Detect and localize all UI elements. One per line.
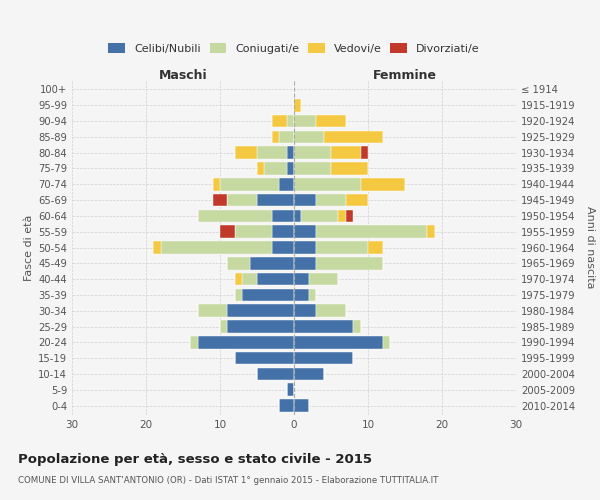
Bar bbox=[257, 273, 294, 285]
Bar bbox=[301, 210, 338, 222]
Bar bbox=[309, 273, 338, 285]
Bar bbox=[294, 399, 309, 412]
Bar bbox=[294, 320, 353, 333]
Text: Femmine: Femmine bbox=[373, 68, 437, 82]
Bar bbox=[220, 226, 235, 238]
Bar bbox=[272, 241, 294, 254]
Bar bbox=[294, 257, 316, 270]
Bar bbox=[272, 226, 294, 238]
Bar bbox=[294, 368, 323, 380]
Bar bbox=[235, 288, 242, 301]
Bar bbox=[316, 257, 383, 270]
Bar bbox=[272, 210, 294, 222]
Bar bbox=[198, 210, 272, 222]
Bar bbox=[346, 194, 368, 206]
Bar bbox=[294, 178, 361, 190]
Bar bbox=[227, 194, 257, 206]
Bar bbox=[279, 130, 294, 143]
Bar bbox=[316, 241, 368, 254]
Bar bbox=[279, 178, 294, 190]
Bar bbox=[287, 384, 294, 396]
Bar bbox=[294, 288, 309, 301]
Bar bbox=[220, 320, 227, 333]
Bar bbox=[161, 241, 272, 254]
Bar bbox=[316, 194, 346, 206]
Bar bbox=[427, 226, 434, 238]
Bar bbox=[323, 130, 383, 143]
Y-axis label: Fasce di età: Fasce di età bbox=[24, 214, 34, 280]
Bar bbox=[316, 226, 427, 238]
Bar bbox=[294, 130, 323, 143]
Bar bbox=[272, 130, 279, 143]
Text: Popolazione per età, sesso e stato civile - 2015: Popolazione per età, sesso e stato civil… bbox=[18, 452, 372, 466]
Bar bbox=[361, 178, 405, 190]
Bar bbox=[294, 115, 316, 128]
Bar bbox=[257, 194, 294, 206]
Bar bbox=[227, 320, 294, 333]
Bar bbox=[346, 210, 353, 222]
Bar bbox=[294, 162, 331, 175]
Bar bbox=[287, 146, 294, 159]
Bar bbox=[368, 241, 383, 254]
Bar bbox=[227, 304, 294, 317]
Bar bbox=[294, 241, 316, 254]
Bar bbox=[257, 146, 287, 159]
Bar bbox=[294, 146, 331, 159]
Y-axis label: Anni di nascita: Anni di nascita bbox=[585, 206, 595, 289]
Bar bbox=[383, 336, 390, 348]
Bar bbox=[190, 336, 198, 348]
Bar bbox=[331, 146, 361, 159]
Bar bbox=[257, 162, 265, 175]
Bar bbox=[257, 368, 294, 380]
Bar bbox=[294, 273, 309, 285]
Bar bbox=[220, 178, 279, 190]
Text: Maschi: Maschi bbox=[158, 68, 208, 82]
Bar bbox=[287, 115, 294, 128]
Bar bbox=[316, 304, 346, 317]
Bar bbox=[198, 304, 227, 317]
Bar bbox=[353, 320, 361, 333]
Bar bbox=[294, 226, 316, 238]
Bar bbox=[235, 273, 242, 285]
Bar bbox=[294, 99, 301, 112]
Bar bbox=[227, 257, 250, 270]
Bar bbox=[331, 162, 368, 175]
Bar bbox=[294, 304, 316, 317]
Bar bbox=[294, 352, 353, 364]
Bar bbox=[212, 178, 220, 190]
Bar bbox=[265, 162, 287, 175]
Bar bbox=[154, 241, 161, 254]
Bar bbox=[242, 288, 294, 301]
Bar bbox=[309, 288, 316, 301]
Bar bbox=[294, 210, 301, 222]
Bar bbox=[338, 210, 346, 222]
Bar bbox=[287, 162, 294, 175]
Bar bbox=[361, 146, 368, 159]
Text: COMUNE DI VILLA SANT'ANTONIO (OR) - Dati ISTAT 1° gennaio 2015 - Elaborazione TU: COMUNE DI VILLA SANT'ANTONIO (OR) - Dati… bbox=[18, 476, 439, 485]
Bar bbox=[316, 115, 346, 128]
Bar bbox=[235, 226, 272, 238]
Bar bbox=[272, 115, 287, 128]
Bar bbox=[250, 257, 294, 270]
Bar bbox=[235, 146, 257, 159]
Bar bbox=[198, 336, 294, 348]
Bar bbox=[242, 273, 257, 285]
Bar bbox=[279, 399, 294, 412]
Bar bbox=[294, 194, 316, 206]
Bar bbox=[294, 336, 383, 348]
Legend: Celibi/Nubili, Coniugati/e, Vedovi/e, Divorziati/e: Celibi/Nubili, Coniugati/e, Vedovi/e, Di… bbox=[104, 38, 484, 58]
Bar bbox=[212, 194, 227, 206]
Bar bbox=[235, 352, 294, 364]
